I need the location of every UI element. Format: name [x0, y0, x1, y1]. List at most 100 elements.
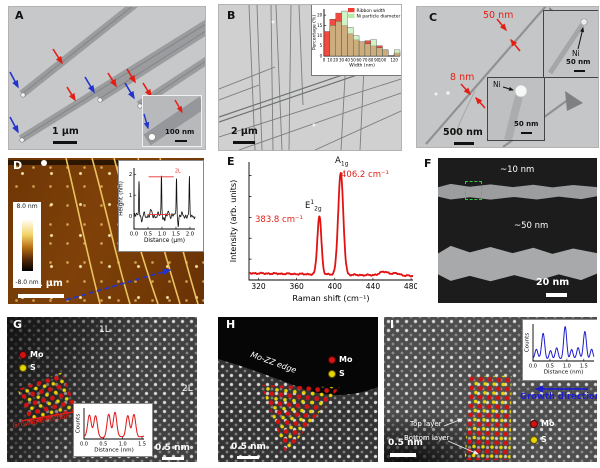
bottom-layer-label: Bottom layer [404, 434, 450, 442]
top-layer-label: Top layer [410, 420, 442, 428]
scale-bar-label-f: 20 nm [536, 277, 570, 288]
svg-text:Percentage (%): Percentage (%) [312, 15, 318, 50]
panel-label-a: A [15, 9, 24, 22]
raman-spectrum-chart: 320 360 400 440 480 Raman shift (cm⁻¹) Intensi… [228, 162, 417, 303]
panel-label-g: G [13, 318, 23, 331]
svg-text:5: 5 [320, 43, 323, 48]
svg-text:0: 0 [323, 57, 326, 62]
colorbar-gradient [21, 219, 33, 271]
analysis-region-box [465, 181, 482, 200]
ni-particle-label: Ni [572, 49, 580, 58]
s-atom-icon [530, 435, 538, 444]
red-annotation-arrows [52, 48, 152, 102]
panel-d-afm-image: D 8.0 nm -8.0 nm 1 μm 0.0 0.5 1.0 1.5 2.0 0 1 2… [8, 158, 204, 304]
growth-direction-label: Growth direction [520, 392, 597, 402]
raman-peak1-symbol: E12g [305, 199, 322, 213]
inset-top-scale-label: 50 nm [566, 58, 591, 66]
ribbon-width-wide-label: ~50 nm [514, 221, 549, 231]
panel-c-inset-bottom: Ni 50 nm [487, 77, 545, 141]
svg-text:0: 0 [320, 53, 323, 58]
bilayer-label: 2L [182, 384, 193, 394]
panel-c-sem-image: C 50 nm 8 nm 500 nm Ni 50 nm Ni 50 nm [416, 6, 599, 148]
panel-e-raman-spectrum: 320 360 400 440 480 Raman shift (cm⁻¹) Intensi… [215, 152, 417, 304]
mo-atom-icon [328, 355, 336, 364]
svg-text:Intensity (arb. units): Intensity (arb. units) [228, 180, 238, 263]
panel-i-annotations [443, 385, 588, 455]
panel-label-f: F [424, 157, 432, 170]
thin-nanoribbon [438, 183, 597, 200]
bright-particle [271, 20, 275, 24]
panel-g-profile-inset: 0.0 0.5 1.0 1.5 Distance (nm) Counts [73, 403, 153, 457]
red-annotation-arrows [460, 18, 521, 109]
svg-text:70: 70 [362, 57, 368, 62]
vacuum-region [218, 317, 378, 395]
svg-text:Counts: Counts [76, 414, 82, 434]
svg-text:20: 20 [317, 13, 323, 18]
svg-text:10: 10 [317, 33, 323, 38]
panel-b-sem-image: B 2 μm 0 10 20 30 40 50 60 70 80 90 100 120 0 5 10 15 20… [218, 4, 402, 151]
panel-a-inset-graphics [143, 96, 201, 146]
legend-mo: Mo [19, 350, 43, 359]
raman-peak1-value: 383.8 cm⁻¹ [255, 215, 303, 225]
bright-particle [312, 123, 316, 127]
raman-peak2-symbol: A1g [335, 156, 349, 168]
panel-i-atomic-image: I Growth direction Top layer Bottom laye… [384, 317, 597, 462]
scale-bar-g [162, 457, 184, 460]
svg-text:30: 30 [339, 57, 345, 62]
svg-text:2L: 2L [175, 169, 181, 175]
legend-s: S [328, 369, 345, 378]
growth-direction-arrow [20, 408, 81, 422]
bright-particle [41, 160, 47, 166]
panel-label-e: E [227, 155, 235, 168]
ribbon-width-thin-label: ~10 nm [500, 165, 535, 175]
panel-label-d: D [13, 159, 23, 172]
svg-text:0.0: 0.0 [130, 232, 138, 238]
svg-text:15: 15 [317, 23, 323, 28]
svg-text:120: 120 [390, 57, 398, 62]
scale-bar-a [53, 141, 77, 144]
width-annotation-50nm: 50 nm [483, 10, 514, 21]
ni-particle-label: Ni [493, 80, 501, 89]
panel-h-atomic-image: H Mo-ZZ edge Mo S 0.5 nm [218, 317, 378, 462]
svg-text:Ribbon width: Ribbon width [357, 8, 386, 14]
mo-atom-icon [530, 419, 538, 428]
svg-text:1.0: 1.0 [119, 441, 127, 447]
nanowire-50nm [425, 7, 547, 145]
svg-text:480: 480 [404, 282, 417, 291]
scale-bar-label-i: 0.5 nm [388, 438, 423, 448]
panel-b-histogram-inset: 0 10 20 30 40 50 60 70 80 90 100 120 0 5 10 15 20 Width (… [311, 5, 401, 76]
svg-text:440: 440 [366, 282, 381, 291]
panel-c-inset-top-graphics [547, 18, 588, 75]
height-profile-chart: 0.0 0.5 1.0 1.5 2.0 0 1 2 Distance (μm) Height (n… [119, 168, 196, 244]
legend-s: S [530, 435, 547, 444]
colorbar-max-label: 8.0 nm [16, 203, 38, 210]
triangle-flake [565, 91, 583, 111]
panel-a-inset: 100 nm [142, 95, 202, 147]
panel-c-inset-bottom-graphics [502, 84, 528, 140]
scale-bar-i [390, 453, 416, 457]
nanowire-8nm [454, 90, 476, 136]
scale-bar-label-g: 0.5 nm [155, 443, 190, 453]
g-intensity-profile-chart: 0.0 0.5 1.0 1.5 Distance (nm) Counts [76, 408, 146, 454]
svg-text:2.0: 2.0 [186, 232, 194, 238]
catalyst-particles [19, 92, 143, 143]
scale-bar-d [18, 294, 64, 298]
panel-g-annotations [20, 408, 81, 422]
svg-text:0.5: 0.5 [546, 363, 554, 369]
svg-text:1.5: 1.5 [138, 441, 146, 447]
inset-scale-bar-a [175, 140, 187, 142]
scale-bar-f [546, 293, 567, 297]
inset-bottom-scale-label: 50 nm [514, 120, 539, 128]
panel-f-stem-image: ~10 nm ~50 nm 20 nm [438, 158, 597, 303]
svg-text:1.0: 1.0 [158, 232, 166, 238]
svg-text:320: 320 [251, 282, 266, 291]
svg-text:1.0: 1.0 [563, 363, 571, 369]
bright-particle [446, 91, 450, 95]
panel-label-h: H [226, 318, 236, 331]
panel-label-i: I [390, 318, 395, 331]
mo-atom-icon [19, 350, 27, 359]
svg-text:0: 0 [129, 214, 132, 220]
raman-peak2-value: 406.2 cm⁻¹ [341, 170, 389, 180]
